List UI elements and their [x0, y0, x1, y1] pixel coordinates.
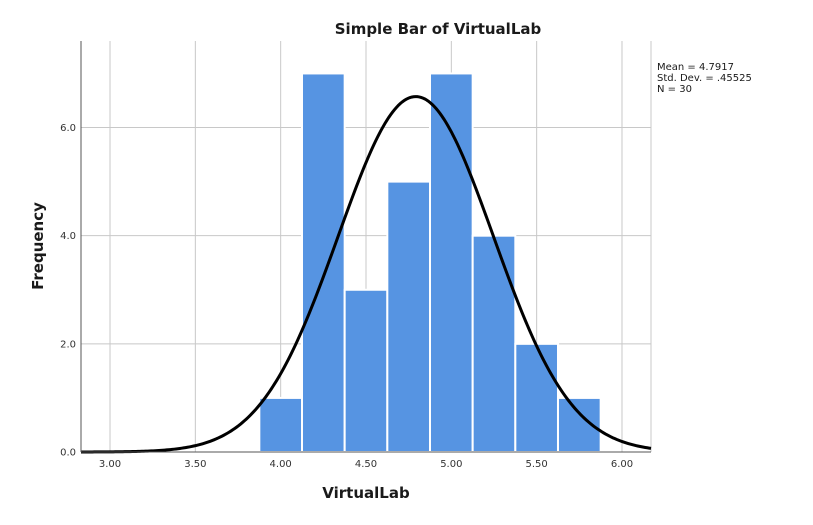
normal-curve: [80, 95, 652, 454]
axes: [80, 41, 651, 453]
x-tick-label: 3.50: [184, 459, 206, 470]
histogram-bar: [514, 342, 559, 453]
y-tick-label: 0.0: [60, 448, 76, 459]
x-tick-label: 5.00: [440, 459, 462, 470]
y-tick-label: 6.0: [60, 123, 76, 134]
chart-title: Simple Bar of VirtualLab: [335, 20, 542, 38]
x-tick-label: 5.50: [526, 459, 548, 470]
histogram-bar: [343, 288, 389, 453]
x-axis-label: VirtualLab: [322, 484, 410, 502]
stats-box: Mean = 4.7917 Std. Dev. = .45525 N = 30: [657, 62, 752, 95]
stats-mean: Mean = 4.7917: [657, 62, 734, 73]
y-tick-labels: 0.0 2.0 4.0 6.0: [60, 123, 76, 458]
y-axis-label: Frequency: [29, 202, 47, 290]
histogram-bar: [428, 72, 474, 454]
y-tick-label: 4.0: [60, 231, 76, 242]
histogram-bar: [386, 180, 431, 454]
histogram-bar: [301, 72, 346, 454]
histogram-bar: [258, 396, 304, 453]
x-tick-label: 4.50: [355, 459, 377, 470]
x-tick-label: 3.00: [99, 459, 121, 470]
x-tick-label: 4.00: [270, 459, 292, 470]
histogram-bar: [471, 234, 517, 453]
histogram-bars: [258, 72, 602, 454]
x-tick-labels: 3.00 3.50 4.00 4.50 5.00 5.50 6.00: [99, 459, 633, 470]
x-tick-label: 6.00: [611, 459, 633, 470]
y-tick-label: 2.0: [60, 339, 76, 350]
stats-n: N = 30: [657, 84, 692, 95]
stats-std-dev: Std. Dev. = .45525: [657, 73, 752, 84]
